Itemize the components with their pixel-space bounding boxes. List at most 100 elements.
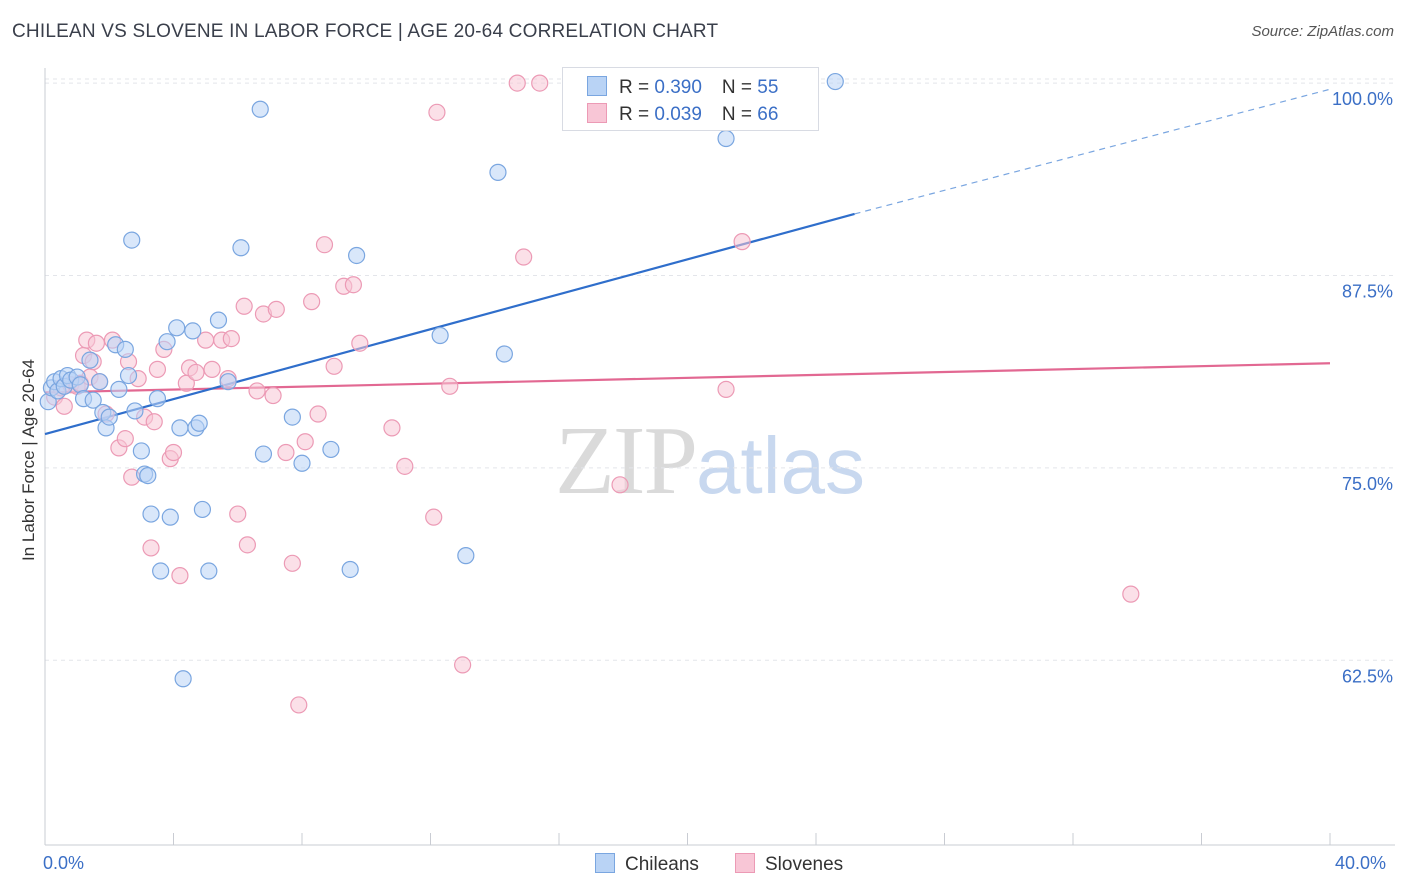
slovene-point xyxy=(315,236,334,254)
data-points xyxy=(39,72,1140,714)
axes xyxy=(44,68,1395,846)
slovene-point xyxy=(142,539,160,557)
chilean-point xyxy=(283,408,301,426)
chilean-point xyxy=(161,508,179,526)
chilean-point xyxy=(126,402,144,420)
bottom-legend-chileans: Chileans xyxy=(595,853,699,876)
slovene-point xyxy=(238,536,256,554)
source-note: Source: ZipAtlas.com xyxy=(1251,23,1394,40)
slovene-point xyxy=(309,405,327,423)
chart-title: CHILEAN VS SLOVENE IN LABOR FORCE | AGE … xyxy=(12,21,719,42)
chilean-point xyxy=(348,246,366,265)
y-tick-label: 87.5% xyxy=(1342,281,1393,301)
chilean-point xyxy=(251,100,269,118)
chilean-point xyxy=(341,560,359,579)
chileans-swatch xyxy=(587,76,607,96)
chilean-point xyxy=(110,380,128,398)
watermark-zip: ZIP xyxy=(555,407,698,515)
chilean-point xyxy=(116,340,134,358)
chilean-point xyxy=(495,345,513,363)
x-tick-label-max: 40.0% xyxy=(1335,853,1387,873)
slovenes-trend-line xyxy=(44,362,1331,394)
slovene-point xyxy=(325,357,343,375)
slovene-point xyxy=(164,443,183,462)
n-label: N = xyxy=(721,104,758,125)
n-label: N = xyxy=(721,77,758,98)
chilean-point xyxy=(168,319,186,337)
legend-row-slovenes: R = 0.039 N = 66 xyxy=(587,103,778,126)
y-axis-label: In Labor Force | Age 20-64 xyxy=(19,359,38,561)
slovene-point xyxy=(55,397,73,415)
slovene-point xyxy=(717,380,735,398)
chilean-point xyxy=(431,326,449,345)
slovene-point xyxy=(235,297,253,315)
chilean-point xyxy=(254,445,273,463)
chilean-point xyxy=(142,505,160,523)
chilean-point xyxy=(209,311,228,329)
slovene-point xyxy=(396,457,414,475)
slovene-point xyxy=(531,74,549,92)
slovene-point xyxy=(145,413,163,431)
x-tick-label-min: 0.0% xyxy=(43,853,85,873)
slovene-point xyxy=(277,443,295,462)
chilean-point xyxy=(132,442,150,460)
slovene-point xyxy=(229,505,247,523)
slovene-point xyxy=(171,567,189,585)
slovene-point xyxy=(248,382,266,400)
slovene-point xyxy=(283,554,301,572)
trend-lines xyxy=(44,88,1331,436)
slovene-point xyxy=(222,329,240,348)
slovene-point xyxy=(383,419,401,437)
slovene-point xyxy=(454,656,472,674)
stats-legend: R = 0.390 N = 55 R = 0.039 N = 66 xyxy=(562,67,819,131)
chilean-point xyxy=(293,454,311,472)
r-label: R = xyxy=(619,77,655,98)
slovene-point xyxy=(425,508,443,526)
chilean-point xyxy=(91,373,109,391)
chilean-point xyxy=(174,670,192,688)
chilean-point xyxy=(200,562,218,580)
y-tick-label: 62.5% xyxy=(1342,666,1393,686)
chilean-point xyxy=(81,351,99,369)
watermark: ZIPatlas xyxy=(555,405,865,517)
chilean-point xyxy=(193,500,212,519)
slovenes-swatch xyxy=(587,103,607,123)
chilean-point xyxy=(171,419,189,437)
slovene-point xyxy=(187,363,205,382)
chilean-point xyxy=(717,129,735,148)
chilean-point xyxy=(100,408,118,426)
slovene-point xyxy=(87,334,106,352)
slovene-point xyxy=(428,103,446,121)
chilean-point xyxy=(152,562,170,580)
chilean-point xyxy=(139,466,157,485)
chileans-trend-extension xyxy=(854,88,1331,215)
slovene-point xyxy=(290,696,308,714)
slovene-point xyxy=(351,334,369,352)
chilean-point xyxy=(119,366,138,385)
chilean-point xyxy=(489,163,507,181)
chilean-point xyxy=(158,333,176,351)
slovene-point xyxy=(264,386,282,405)
y-tick-label: 100.0% xyxy=(1332,89,1393,109)
chilean-point xyxy=(457,547,475,565)
chilean-point xyxy=(84,391,102,409)
chileans-r-value: 0.390 xyxy=(654,77,702,98)
slovene-point xyxy=(303,293,321,311)
r-label: R = xyxy=(619,104,655,125)
slovene-point xyxy=(116,430,134,448)
legend-row-chileans: R = 0.390 N = 55 xyxy=(587,76,778,99)
slovene-point xyxy=(515,248,533,266)
slovene-point xyxy=(441,377,459,395)
chilean-point xyxy=(148,390,167,408)
slovenes-legend-swatch xyxy=(735,853,755,873)
chileans-legend-label: Chileans xyxy=(625,854,699,875)
chilean-point xyxy=(219,373,237,391)
slovene-point xyxy=(611,476,629,494)
y-tick-labels: 62.5% 75.0% 87.5% 100.0% xyxy=(1332,89,1393,686)
slovene-point xyxy=(267,300,285,318)
chilean-point xyxy=(190,414,208,432)
slovenes-n-value: 66 xyxy=(757,104,779,125)
chileans-n-value: 55 xyxy=(757,77,779,98)
gridlines xyxy=(45,78,1395,661)
